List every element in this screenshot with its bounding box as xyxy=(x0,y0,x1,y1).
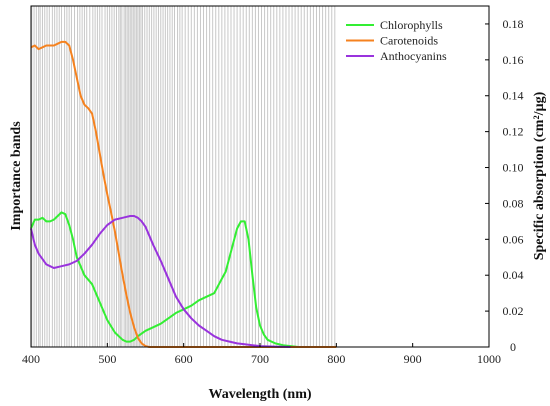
series-line-carotenoids xyxy=(30,40,337,348)
y-tick-label-5: 0.10 xyxy=(503,161,524,175)
series-line-chlorophylls xyxy=(30,211,299,348)
y-tick-label-9: 0.18 xyxy=(503,17,524,31)
x-tick-label-2: 600 xyxy=(175,352,193,366)
y-tick-label-1: 0.02 xyxy=(503,304,524,318)
y-tick-label-7: 0.14 xyxy=(503,89,524,103)
legend-label-carotenoids: Carotenoids xyxy=(380,34,438,48)
importance-bands xyxy=(31,6,336,347)
y-tick-label-4: 0.08 xyxy=(503,196,524,210)
x-tick-label-0: 400 xyxy=(22,352,40,366)
y-tick-label-3: 0.06 xyxy=(503,232,524,246)
x-tick-label-3: 700 xyxy=(251,352,269,366)
x-tick-label-1: 500 xyxy=(98,352,116,366)
series-line-anthocyanins xyxy=(30,215,291,348)
y-tick-label-8: 0.16 xyxy=(503,53,524,67)
x-tick-label-6: 1000 xyxy=(477,352,501,366)
y-tick-label-6: 0.12 xyxy=(503,125,524,139)
y-tick-label-0: 0 xyxy=(510,340,516,354)
x-tick-label-4: 800 xyxy=(327,352,345,366)
x-axis-title: Wavelength (nm) xyxy=(208,387,311,402)
y-tick-label-2: 0.04 xyxy=(503,268,524,282)
y-axis-ticks: 0 0.02 0.04 0.06 0.08 0.10 0.12 0.14 0.16 0.18 xyxy=(485,17,524,354)
x-axis-ticks: 400 500 600 700 800 900 1000 xyxy=(22,343,501,366)
x-tick-label-5: 900 xyxy=(404,352,422,366)
legend-label-chlorophylls: Chlorophylls xyxy=(380,18,443,32)
y-axis-title-right: Specific absorption (cm²/µg) xyxy=(532,91,547,260)
legend-label-anthocyanins: Anthocyanins xyxy=(380,49,447,63)
y-axis-title-left: Importance bands xyxy=(9,121,24,231)
series-lines xyxy=(30,40,337,348)
